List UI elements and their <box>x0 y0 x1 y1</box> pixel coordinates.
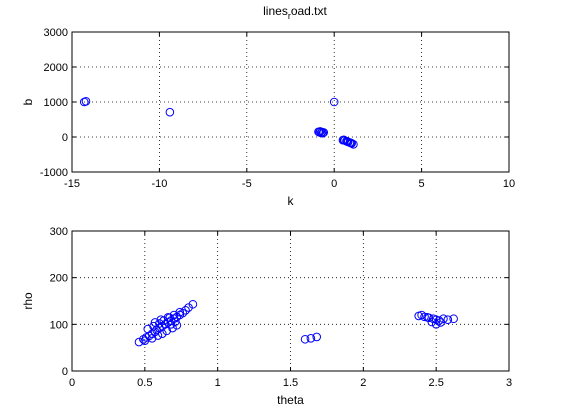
data-point <box>329 97 339 107</box>
data-point <box>431 320 441 329</box>
data-point <box>318 128 328 138</box>
data-point <box>143 324 153 334</box>
x-tick-label: 1.5 <box>283 377 298 389</box>
data-point <box>79 97 89 107</box>
data-point <box>150 318 160 327</box>
data-point <box>319 128 329 137</box>
data-point <box>315 127 324 137</box>
data-point <box>300 334 310 344</box>
data-point <box>175 307 185 317</box>
x-tick-label: 2.5 <box>429 377 444 389</box>
x-tick-label: 10 <box>503 178 515 190</box>
data-point <box>443 315 453 324</box>
data-point <box>188 299 198 309</box>
data-point <box>155 319 164 328</box>
data-point <box>172 320 182 330</box>
y-tick-label: 2000 <box>44 62 68 74</box>
x-tick-label: 0.5 <box>137 377 152 389</box>
y-tick-label: -1000 <box>40 167 68 179</box>
data-point <box>449 314 458 324</box>
x-tick-label: 1 <box>215 377 221 389</box>
data-point <box>162 326 171 336</box>
data-point <box>417 310 426 320</box>
data-point <box>169 310 179 320</box>
x-tick-label: 0 <box>69 377 75 389</box>
data-point <box>158 329 167 338</box>
data-point <box>153 331 163 340</box>
data-point <box>166 320 176 329</box>
plot-area <box>72 32 509 172</box>
plot-theta-vs-rho: 0 0.5 1 1.5 2 2.5 3 0 100 200 300 theta rho <box>21 226 512 407</box>
data-point <box>147 334 157 343</box>
y-tick-label: 100 <box>50 319 68 331</box>
data-point <box>427 317 437 327</box>
x-tick-label: 0 <box>331 178 337 190</box>
data-point <box>181 306 190 315</box>
data-point <box>163 313 173 322</box>
data-point <box>306 334 316 343</box>
data-point <box>134 337 144 347</box>
data-point <box>184 303 193 312</box>
x-axis-label: k <box>288 194 295 208</box>
x-tick-label: -10 <box>151 178 167 190</box>
y-tick-label: 200 <box>50 273 68 285</box>
y-tick-label: 0 <box>62 132 68 144</box>
y-tick-label: 0 <box>62 366 68 378</box>
y-tick-label: 300 <box>50 226 68 238</box>
x-tick-label: 5 <box>419 178 425 190</box>
x-tick-label: -5 <box>242 178 252 190</box>
data-point <box>436 318 445 327</box>
data-point <box>149 321 158 331</box>
x-tick-label: 2 <box>360 377 366 389</box>
data-point <box>171 317 180 326</box>
y-tick-label: 1000 <box>44 97 68 109</box>
data-point <box>165 107 175 117</box>
y-axis-label: rho <box>21 292 35 310</box>
data-point <box>346 138 356 148</box>
x-axis-label: theta <box>277 393 304 407</box>
plot-k-vs-b: -15 -10 -5 0 5 10 -1000 0 1000 2000 3000 k b <box>21 27 515 208</box>
data-point <box>423 313 432 322</box>
y-axis-label: b <box>21 98 35 105</box>
x-tick-label: 3 <box>506 377 512 389</box>
data-point <box>312 332 322 342</box>
figure-title: linesroad.txt <box>263 4 327 21</box>
y-tick-label: 3000 <box>44 27 68 39</box>
x-tick-label: -15 <box>64 178 80 190</box>
